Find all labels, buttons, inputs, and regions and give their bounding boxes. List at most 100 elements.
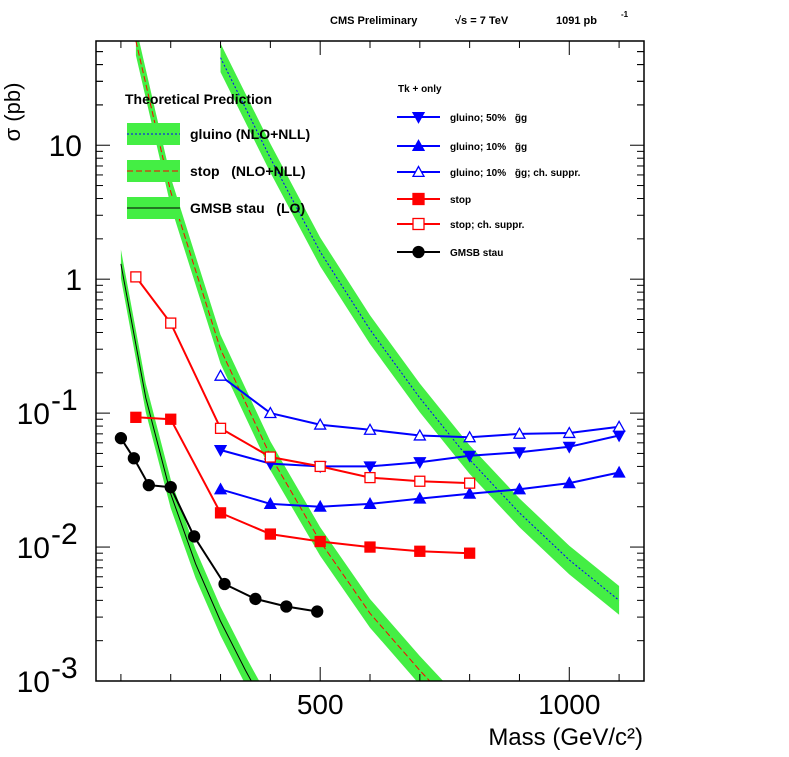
exp-legend-gg: g̃g [515,142,527,153]
exp-legend-label-5: GMSB stau [450,248,503,259]
y-tick-label-0: 10 -3 [17,652,78,699]
series-2 [213,368,626,443]
theory-band-2 [120,249,260,681]
y-axis-label: σ (pb) [0,83,25,142]
y-tick-base: 10 [17,398,50,431]
series-5-point-1 [127,452,141,465]
series-1-point-1 [263,497,277,509]
series-4-point-7 [463,477,476,489]
series-3-point-4 [314,535,326,548]
series-4-point-5 [364,471,376,484]
y-tick-base: 10 [17,532,50,565]
exp-legend-name: gluino; 10% [450,142,509,153]
series-1-point-3 [363,497,377,509]
series-1-point-4 [413,491,427,504]
theory-legend-label-2: GMSB stau (LO) [190,200,305,216]
theory-line-0 [220,57,620,601]
exp-legend-name: gluino; 10% [450,168,509,179]
exp-legend-marker-5 [412,245,425,259]
series-0-point-5 [463,450,477,463]
exp-legend-name: stop [450,195,471,206]
series-5-point-0 [114,432,128,445]
theory-legend-band-1 [127,160,180,182]
series-2-point-5 [463,430,477,443]
series-1-point-7 [562,476,576,489]
exp-legend-suffix: ; ch. suppr. [527,168,581,179]
y-tick-label-4: 10 [49,130,82,163]
series-0-point-3 [363,461,377,474]
header-luminosity: 1091 pb [556,15,597,27]
series-2-point-1 [263,406,277,419]
series-5-point-5 [218,577,231,591]
series-5 [114,432,324,618]
exp-legend-label-4: stop; ch. suppr. [450,220,525,231]
series-4 [130,271,476,489]
exp-legend-marker-3 [412,192,425,206]
theory-legend-title: Theoretical Prediction [125,91,272,107]
y-tick-base: 10 [17,666,50,699]
y-tick-base: 1 [65,264,82,297]
series-0-point-4 [413,457,427,470]
series-3-point-0 [130,411,142,423]
theory-legend-label-0: gluino (NLO+NLL) [190,126,310,142]
exp-legend-label-0: gluino; 50% g̃g [450,113,527,124]
series-5-point-8 [311,605,324,618]
series-4-point-4 [314,460,326,473]
series-2-point-3 [363,423,377,435]
series-2-point-2 [313,417,327,430]
data-series [114,271,626,618]
exp-legend-name: GMSB stau [450,248,503,259]
theory-line-2 [120,263,252,681]
series-4-point-0 [130,271,142,283]
exp-legend-marker-1 [411,139,426,152]
series-2-point-6 [512,427,527,439]
series-3-point-7 [463,547,476,559]
theory-bands [120,41,620,681]
x-tick-label-1: 1000 [538,689,600,720]
series-1-point-8 [612,465,626,478]
exp-legend-label-3: stop [450,195,471,206]
exp-legend-title: Tk + only [398,84,442,95]
header-experiment: CMS Preliminary [330,15,418,27]
exp-legend-gg: g̃g [515,168,527,179]
exp-legend-label-2: gluino; 10% g̃g; ch. suppr. [450,168,581,179]
exp-legend-name: stop; ch. suppr. [450,220,525,231]
series-1-point-5 [463,486,477,499]
y-tick-exp: -1 [51,384,78,417]
series-1-point-6 [512,482,527,495]
series-2-point-7 [562,426,576,439]
theory-band-0 [220,43,620,615]
series-4-point-6 [414,475,426,487]
series-0 [213,430,626,474]
series-2-point-4 [413,428,427,441]
series-3-point-2 [214,507,227,519]
series-5-point-2 [142,478,155,492]
experiment-legend: Tk + only gluino; 50% g̃g gluino; 10% g̃g… [397,84,581,259]
series-5-point-4 [187,530,201,543]
series-line-4 [135,276,470,485]
y-tick-label-2: 10 -1 [17,384,78,431]
series-3-point-3 [264,528,277,540]
exp-legend-label-1: gluino; 10% g̃g [450,142,527,153]
series-4-point-3 [264,451,277,463]
x-axis-label: Mass (GeV/c²) [488,724,643,751]
axis-ticks [96,40,644,682]
series-1 [213,465,626,512]
series-3-point-1 [165,413,177,425]
y-tick-label-3: 1 [65,264,82,297]
exp-legend-marker-2 [411,165,426,178]
exp-legend-gg: g̃g [515,113,527,124]
header-lumi-exponent: -1 [621,10,629,19]
series-0-point-7 [562,441,576,454]
series-5-point-3 [164,481,177,494]
header-sqrt-s: √s = 7 TeV [455,15,509,27]
series-5-point-7 [280,600,293,613]
y-tick-base: 10 [49,130,82,163]
series-4-point-1 [165,317,177,329]
series-2-point-8 [612,419,626,432]
series-2-point-0 [213,368,228,381]
series-line-3 [135,416,470,555]
series-3-point-5 [364,541,376,553]
